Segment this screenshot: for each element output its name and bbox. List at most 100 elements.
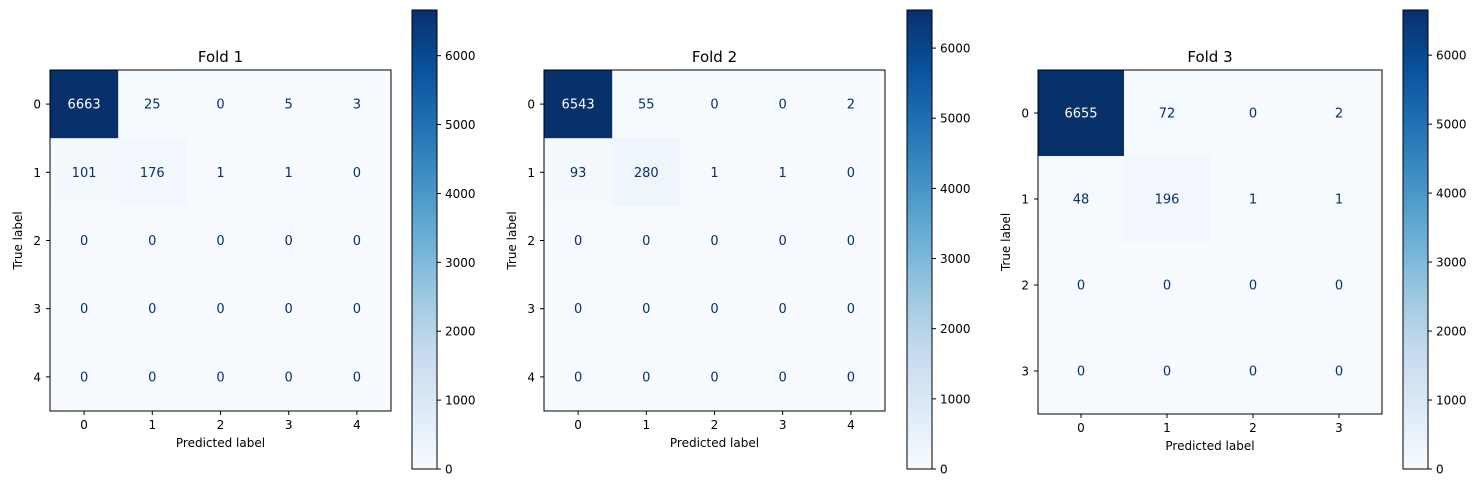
heatmap-cell <box>186 206 256 276</box>
cell-value-label: 3 <box>353 98 361 113</box>
chart-title: Fold 1 <box>198 48 243 66</box>
cell-value-label: 0 <box>1249 279 1257 294</box>
cell-value-label: 0 <box>216 234 224 249</box>
heatmap-cell <box>186 70 256 139</box>
cell-value-label: 48 <box>1073 193 1090 208</box>
cell-value-label: 5 <box>285 98 293 113</box>
cell-value-label: 101 <box>72 166 97 181</box>
x-tick-label: 2 <box>1249 421 1257 435</box>
y-tick-label: 3 <box>33 302 41 316</box>
cell-value-label: 0 <box>1163 279 1171 294</box>
cell-value-label: 0 <box>216 370 224 385</box>
colorbar-tick-label: 4000 <box>1436 187 1467 201</box>
chart-title: Fold 2 <box>692 48 737 66</box>
heatmap-cell <box>322 342 392 412</box>
heatmap-cell <box>680 206 750 276</box>
y-tick-label: 1 <box>1021 193 1029 207</box>
cell-value-label: 0 <box>779 98 787 113</box>
heatmap-cell <box>118 206 187 276</box>
cell-value-label: 1 <box>1249 193 1257 208</box>
cell-value-label: 176 <box>140 166 165 181</box>
colorbar <box>907 10 932 469</box>
cell-value-label: 0 <box>1249 107 1257 122</box>
y-axis-label: True label <box>999 213 1013 272</box>
cell-value-label: 0 <box>574 302 582 317</box>
heatmap-cell <box>748 70 818 139</box>
colorbar-tick-label: 6000 <box>940 42 971 56</box>
heatmap-cell <box>322 206 392 276</box>
y-tick-label: 2 <box>527 234 535 248</box>
heatmap-cell <box>1038 242 1125 329</box>
colorbar-frame <box>411 9 438 470</box>
cell-value-label: 6655 <box>1064 107 1097 122</box>
heatmap-cell <box>1038 156 1125 243</box>
x-tick-label: 2 <box>217 418 225 432</box>
heatmap-cell <box>680 274 750 344</box>
heatmap-cell <box>544 70 613 139</box>
cell-value-label: 55 <box>638 98 655 113</box>
x-tick-label: 0 <box>1077 421 1085 435</box>
cell-value-label: 0 <box>80 370 88 385</box>
heatmap-cell <box>50 206 119 276</box>
x-tick-label: 0 <box>80 418 88 432</box>
cell-value-label: 0 <box>1335 279 1343 294</box>
heatmap-cell <box>186 342 256 412</box>
x-tick-label: 1 <box>1163 421 1171 435</box>
heatmap-cell <box>1124 70 1211 157</box>
heatmap-cell <box>612 70 681 139</box>
cell-value-label: 0 <box>847 370 855 385</box>
heatmap-cell <box>680 342 750 412</box>
cell-value-label: 2 <box>1335 107 1343 122</box>
colorbar <box>412 10 437 469</box>
cell-value-label: 0 <box>710 370 718 385</box>
colorbar-tick-label: 5000 <box>1436 118 1467 132</box>
heatmap-cell <box>1210 328 1297 415</box>
heatmap-cell <box>186 138 256 207</box>
cell-value-label: 0 <box>710 234 718 249</box>
cell-value-label: 0 <box>847 166 855 181</box>
cell-value-label: 0 <box>710 98 718 113</box>
y-tick-label: 1 <box>527 166 535 180</box>
x-tick-label: 3 <box>779 418 787 432</box>
heatmap-cell <box>254 274 324 344</box>
cell-value-label: 0 <box>216 302 224 317</box>
heatmap-cell <box>254 138 324 207</box>
heatmap-cell <box>50 138 119 207</box>
cell-value-label: 0 <box>353 234 361 249</box>
heatmap-cell <box>118 138 187 207</box>
cell-value-label: 0 <box>574 370 582 385</box>
cell-value-label: 280 <box>634 166 659 181</box>
y-axis-label: True label <box>505 211 519 270</box>
cell-value-label: 1 <box>285 166 293 181</box>
cell-value-label: 0 <box>779 234 787 249</box>
colorbar-tick-label: 2000 <box>445 325 476 339</box>
heatmap-cell <box>816 274 886 344</box>
x-axis-label: Predicted label <box>1165 439 1254 453</box>
cell-value-label: 0 <box>80 234 88 249</box>
heatmap-cell <box>1210 70 1297 157</box>
cell-value-label: 0 <box>1249 365 1257 380</box>
heatmap-cell <box>1296 242 1383 329</box>
cell-value-label: 0 <box>642 302 650 317</box>
x-tick-label: 1 <box>148 418 156 432</box>
heatmap-cell <box>748 274 818 344</box>
cell-value-label: 25 <box>144 98 161 113</box>
x-axis-label: Predicted label <box>670 436 759 450</box>
cell-value-label: 1 <box>216 166 224 181</box>
heatmap-cell <box>1296 328 1383 415</box>
heatmap-cell <box>612 342 681 412</box>
y-tick-label: 4 <box>527 370 535 384</box>
x-tick-label: 1 <box>642 418 650 432</box>
heatmap-cell <box>1296 70 1383 157</box>
cell-value-label: 0 <box>779 302 787 317</box>
x-tick-label: 4 <box>353 418 361 432</box>
colorbar-tick-label: 2000 <box>940 322 971 336</box>
heatmap-cell <box>118 70 187 139</box>
heatmap-cell <box>1038 70 1125 157</box>
heatmap-cell <box>816 138 886 207</box>
cell-value-label: 0 <box>285 370 293 385</box>
heatmap-cell <box>50 70 119 139</box>
